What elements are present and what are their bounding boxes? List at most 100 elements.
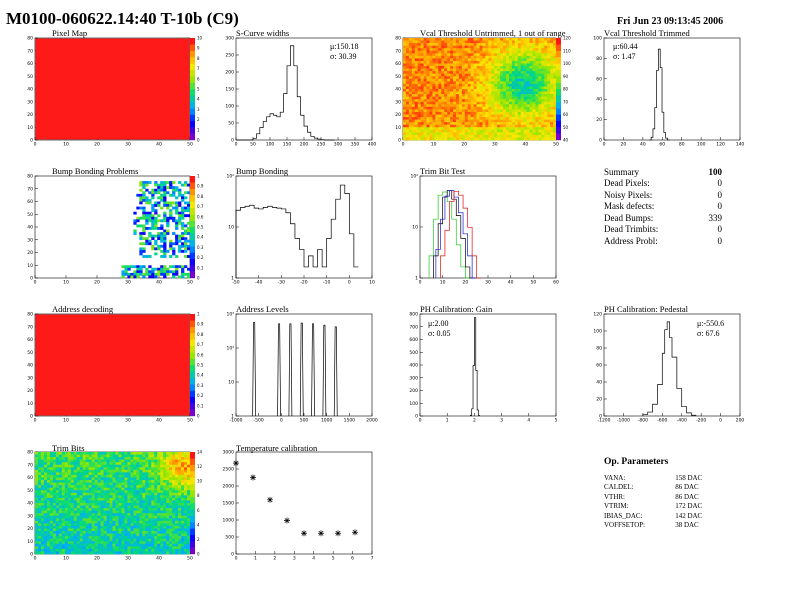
vcal-cell (453, 124, 457, 128)
vcal-cell (441, 137, 445, 141)
trim-bits-cell (106, 518, 110, 522)
vcal-cell (447, 99, 451, 103)
trim-bits-cell (52, 536, 57, 539)
vcal-cell (467, 73, 471, 77)
vcal-cell (497, 91, 501, 95)
vcal-cell (503, 63, 507, 67)
bump-colorbar-cell (190, 265, 195, 272)
vcal-cell (473, 73, 477, 77)
vcal-cell (517, 111, 521, 115)
vcal-cell (505, 76, 510, 80)
trim-bits-cell (169, 508, 173, 511)
trim-bits-cell (157, 523, 161, 527)
trim-bits-cell (35, 472, 39, 476)
trim-bits-cell (115, 485, 119, 488)
vcal-cell (497, 134, 501, 138)
vcal-cell (494, 73, 498, 77)
scurve-ytick-label: 250 (225, 53, 234, 59)
vcal-cell (417, 63, 421, 67)
vcal-cell (508, 109, 513, 113)
bump-cell (163, 237, 167, 241)
bump-cell (175, 188, 179, 192)
vcal-cell (544, 55, 548, 59)
vcal-cell (491, 122, 495, 125)
bump-cell (139, 201, 143, 205)
vcal-cell (438, 76, 442, 80)
trim-bits-cell (103, 452, 107, 455)
vcal-cell (438, 63, 442, 67)
op-param-row: VANA: 158 DAC (604, 473, 703, 482)
trim-bits-cell (139, 536, 143, 539)
vcal-cell (529, 81, 533, 85)
trim-bits-cell (103, 513, 107, 517)
vcal-cell (403, 94, 407, 97)
bump-cell (133, 272, 137, 276)
vcal-cell (544, 109, 548, 113)
trim-bits-cell (112, 531, 116, 534)
bump-cell (172, 219, 176, 223)
trim-bits-cell (55, 510, 60, 514)
vcal-cell (417, 104, 421, 108)
bump-colorbar-cell (190, 176, 195, 183)
vcal-cell (438, 73, 442, 77)
trim-bits-cell (112, 485, 116, 488)
vcal-cell (511, 83, 516, 87)
vcal-cell (526, 96, 530, 100)
trim-bits-cell (124, 536, 128, 539)
vcal-cell (541, 86, 545, 90)
bump-cell (157, 237, 161, 241)
trim-bits-cell (64, 538, 69, 542)
trim-bits-cell (169, 546, 173, 550)
vcal-cell (494, 63, 498, 67)
vcal-cell (508, 127, 513, 131)
vcal-cell (479, 129, 483, 133)
bump-cell (151, 234, 155, 238)
vcal-cell (535, 91, 539, 95)
bump-cell (184, 244, 188, 248)
vcal-cell (414, 129, 419, 133)
trim-bits-cell (127, 536, 131, 539)
bump-cell (166, 249, 170, 253)
vcal-cell (505, 53, 510, 57)
bump-cell (139, 193, 143, 197)
trim-bits-cell (184, 523, 188, 527)
trim-bits-cell (88, 531, 92, 534)
trim-bits-cell (61, 528, 66, 532)
scurve-xtick-label: 150 (283, 142, 292, 148)
trim-bits-cell (118, 531, 122, 534)
vcal-cell (529, 66, 533, 69)
trim-bits-cell (160, 487, 164, 491)
vcal-cell (432, 58, 436, 62)
vcal-cell (405, 106, 410, 110)
vcal-cell (535, 83, 539, 87)
trim-bits-cell (115, 505, 119, 509)
trim-bits-cell (55, 472, 60, 476)
vcal-cell (494, 48, 498, 52)
vcal-cell (450, 38, 454, 41)
vcal-cell (408, 114, 413, 118)
vcal-cell (453, 38, 457, 41)
vcal-cell (435, 134, 439, 138)
trim-bits-cell (100, 480, 104, 483)
vcal-cell (467, 124, 471, 128)
vcal-cell (520, 60, 524, 64)
vcal-cell (497, 86, 501, 90)
trim-bits-cell (67, 485, 72, 488)
vcal-cell (541, 58, 545, 62)
trim-bits-cell (40, 459, 45, 463)
vcal-cell (461, 45, 466, 49)
bump-cell (145, 214, 149, 218)
vcal-cell (438, 91, 442, 95)
vcal-cell (550, 43, 554, 46)
summary-title: Summary (604, 166, 639, 177)
trim-bits-cell (112, 462, 116, 466)
vcal-cell (494, 38, 498, 41)
trim-bits-cell (169, 500, 173, 504)
trim-bits-cell (64, 485, 69, 488)
trim-bits-cell (127, 515, 131, 519)
trim-bits-cell (35, 520, 39, 524)
trim-bits-cell (85, 536, 89, 539)
trim-bits-cell (40, 538, 45, 542)
vcal-cell (547, 124, 551, 128)
bump-cell (121, 275, 125, 279)
